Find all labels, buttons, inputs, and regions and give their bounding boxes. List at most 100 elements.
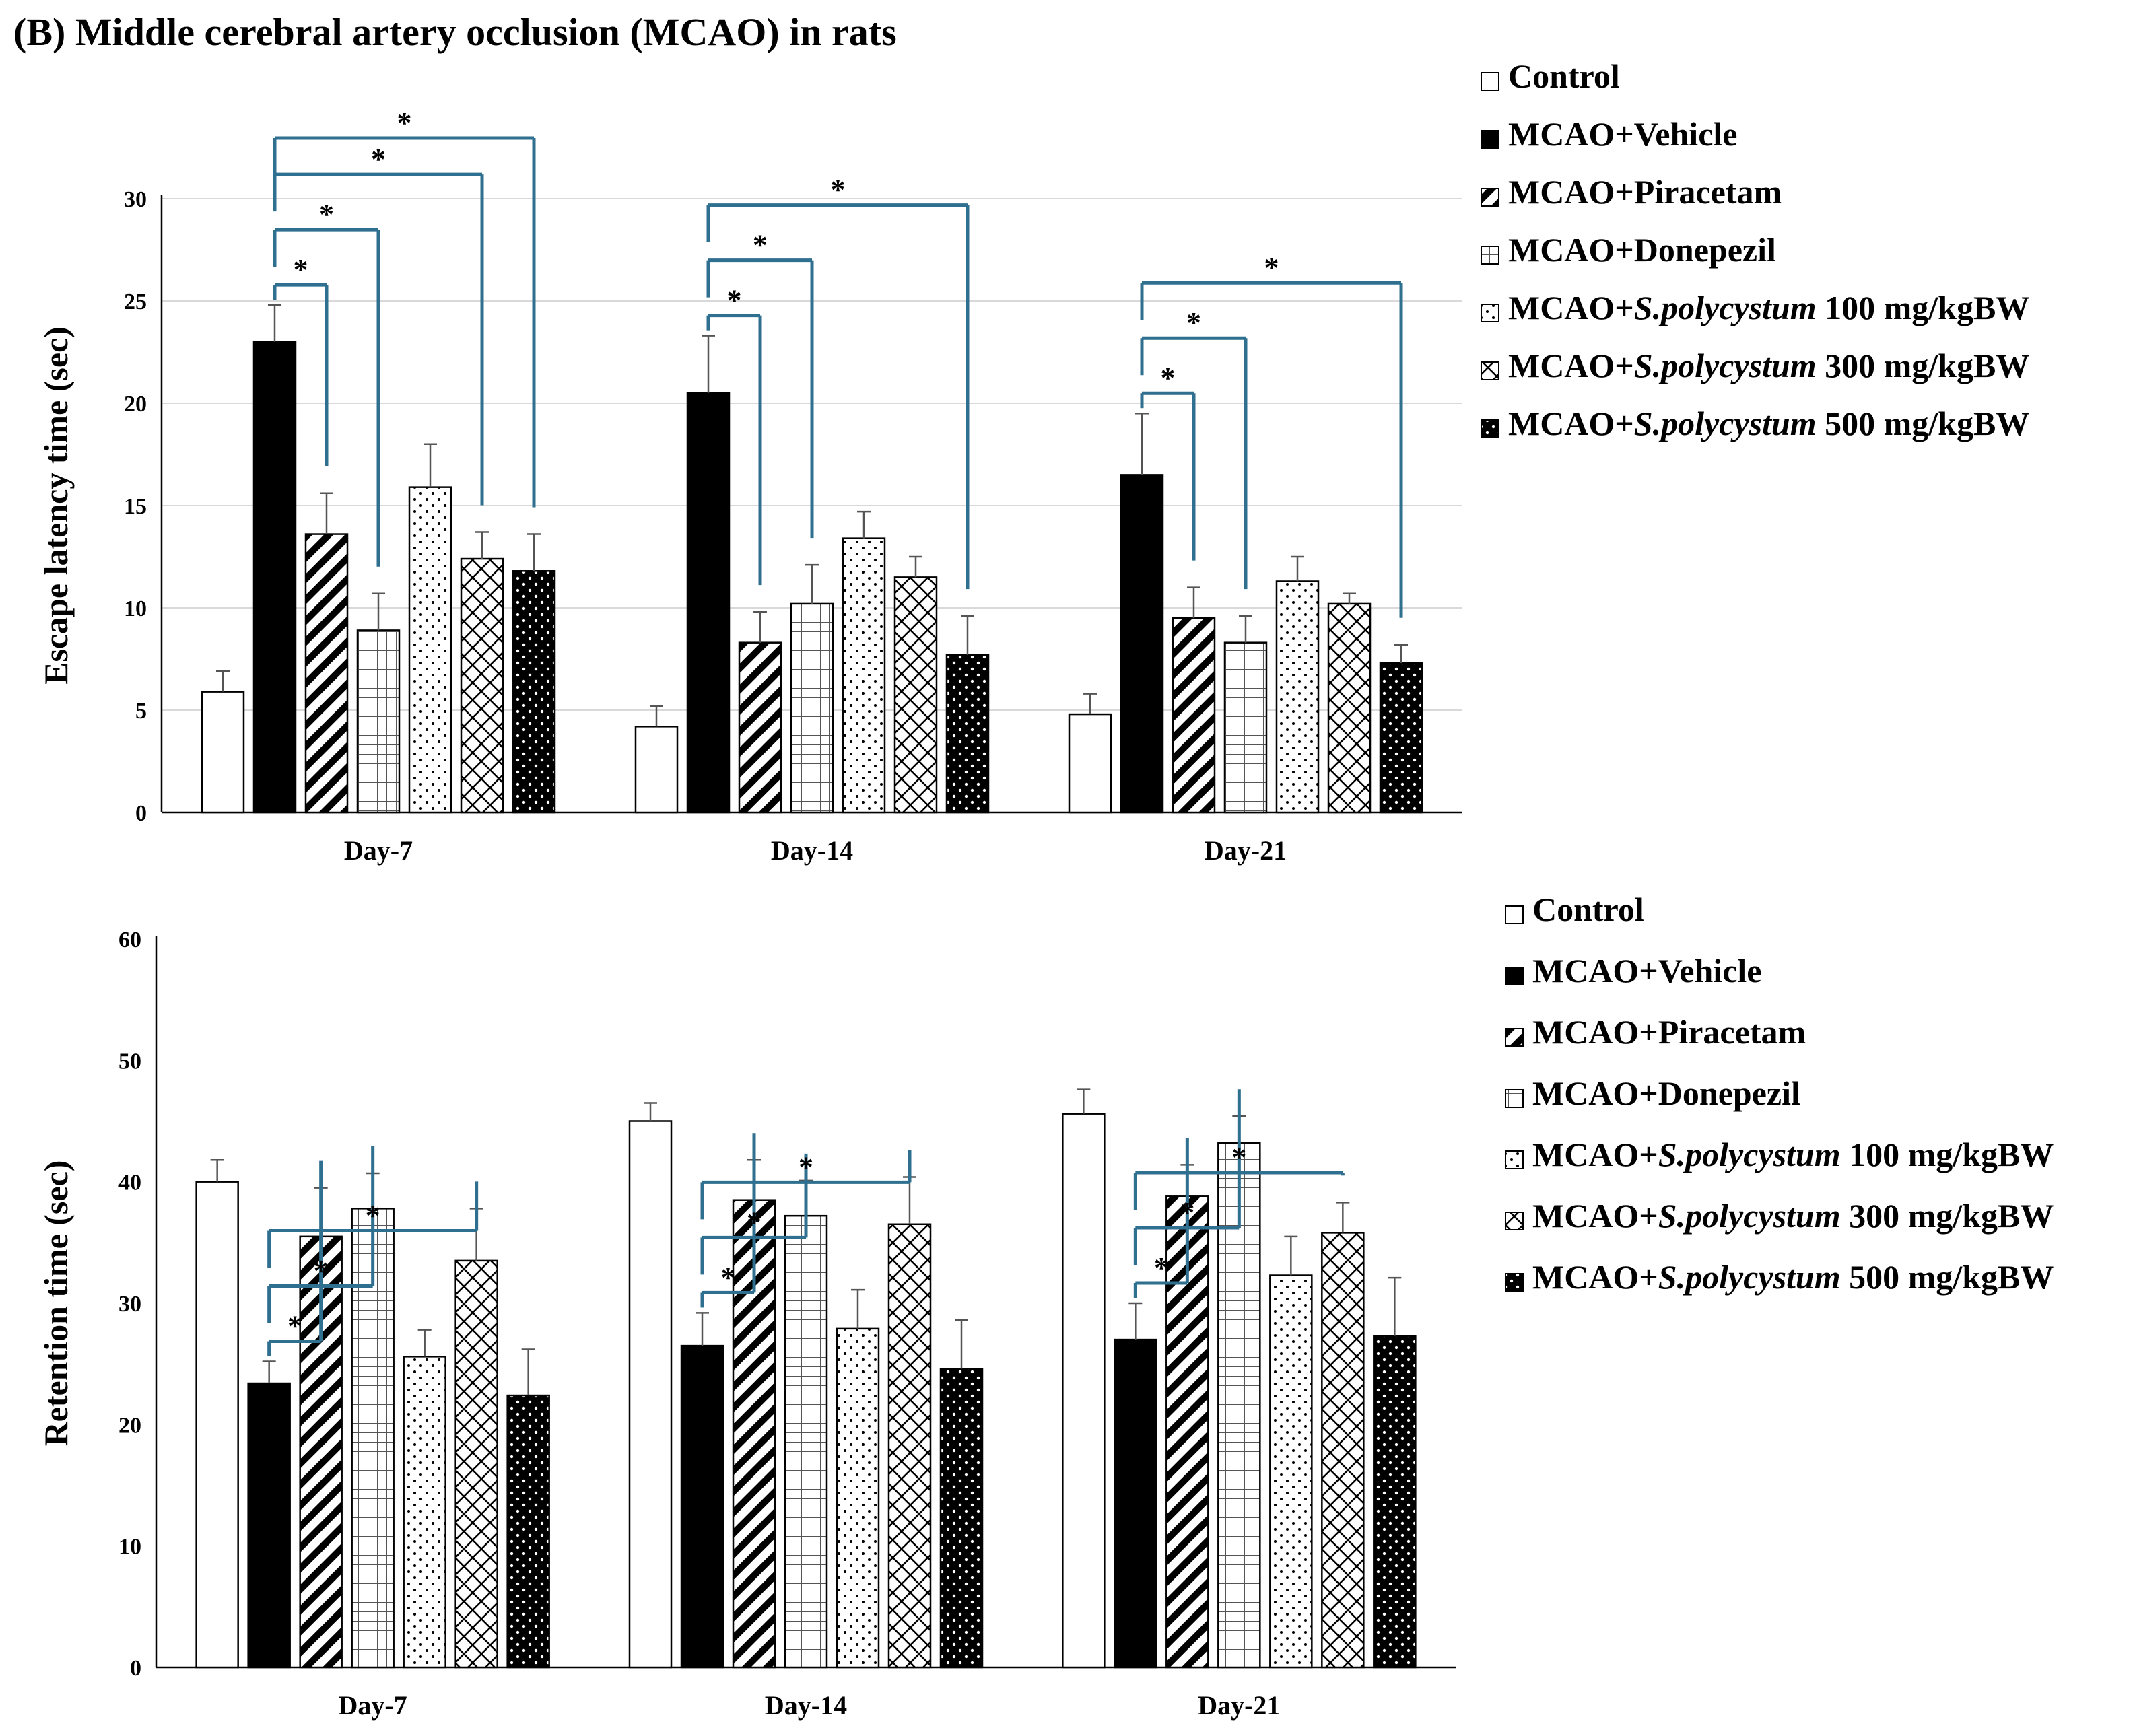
- legend-label-italic: S.polycystum: [1634, 405, 1817, 442]
- legend-label: MCAO+Vehicle: [1532, 952, 1761, 989]
- legend-swatch: [1481, 72, 1499, 91]
- bar: [247, 1382, 291, 1669]
- legend-swatch: [1505, 1028, 1524, 1047]
- bar: [634, 726, 679, 814]
- y-tick-label: 50: [118, 1049, 141, 1074]
- bar: [1275, 580, 1320, 814]
- bar: [252, 341, 297, 814]
- legend-item: MCAO+S.polycystum 500 mg/kgBW: [1481, 405, 2029, 442]
- legend-label-prefix: MCAO+: [1508, 289, 1634, 326]
- y-tick-label: 30: [124, 187, 147, 212]
- significance-star: *: [397, 106, 412, 139]
- bar: [506, 1394, 550, 1669]
- legend-label-prefix: MCAO+: [1508, 347, 1634, 384]
- bar: [454, 1259, 498, 1669]
- bar: [1327, 602, 1372, 814]
- y-tick-label: 20: [124, 392, 147, 417]
- significance-star: *: [319, 198, 334, 231]
- y-tick-label: 25: [124, 289, 147, 314]
- legend-item: MCAO+Piracetam: [1505, 1013, 1806, 1051]
- legend-label: MCAO+Donepezil: [1508, 231, 1776, 269]
- bar: [784, 1214, 828, 1669]
- bar: [512, 570, 556, 814]
- y-tick-label: 20: [118, 1413, 141, 1438]
- y-tick-label: 30: [118, 1292, 141, 1317]
- legend-label: MCAO+S.polycystum 500 mg/kgBW: [1532, 1258, 2054, 1296]
- y-tick-label: 5: [135, 699, 147, 724]
- legend-label: Control: [1508, 57, 1620, 95]
- legend-label-prefix: MCAO+Piracetam: [1532, 1013, 1806, 1051]
- legend-label-prefix: MCAO+Vehicle: [1508, 115, 1737, 153]
- legend-swatch: [1505, 1089, 1524, 1108]
- bar: [628, 1120, 673, 1669]
- significance-star: *: [371, 143, 386, 176]
- legend-label-italic: S.polycystum: [1634, 289, 1817, 326]
- legend-label: MCAO+S.polycystum 100 mg/kgBW: [1532, 1136, 2054, 1173]
- legend-label-prefix: MCAO+Donepezil: [1532, 1074, 1800, 1112]
- bar: [1321, 1232, 1365, 1669]
- legend-label: MCAO+S.polycystum 100 mg/kgBW: [1508, 289, 2029, 326]
- legend-label-prefix: MCAO+Vehicle: [1532, 952, 1761, 989]
- significance-star: *: [727, 284, 742, 317]
- bar: [1373, 1335, 1417, 1669]
- bar: [195, 1181, 239, 1669]
- bar: [403, 1356, 446, 1669]
- significance-star: *: [753, 229, 768, 262]
- bar: [1379, 662, 1423, 814]
- legend-item: MCAO+Donepezil: [1481, 231, 1776, 269]
- legend-item: MCAO+S.polycystum 300 mg/kgBW: [1481, 347, 2029, 384]
- legend-label-italic: S.polycystum: [1658, 1136, 1841, 1173]
- bar: [790, 602, 834, 814]
- bar: [893, 576, 938, 814]
- bar: [1114, 1338, 1157, 1669]
- significance-star: *: [1186, 306, 1201, 339]
- legend-item: MCAO+S.polycystum 100 mg/kgBW: [1505, 1136, 2054, 1173]
- significance-star: *: [1180, 1196, 1194, 1229]
- bar: [939, 1368, 984, 1669]
- legend-item: Control: [1481, 57, 1620, 95]
- legend-swatch: [1481, 419, 1499, 438]
- significance-star: *: [831, 174, 846, 207]
- legend-swatch: [1481, 304, 1499, 322]
- significance-star: *: [721, 1261, 736, 1294]
- y-tick-label: 0: [135, 801, 147, 826]
- legend-label-prefix: MCAO+: [1532, 1136, 1658, 1173]
- x-category-label: Day-7: [339, 1690, 407, 1721]
- legend-label-suffix: 500 mg/kgBW: [1817, 405, 2030, 442]
- legend-label-italic: S.polycystum: [1658, 1197, 1841, 1235]
- y-tick-label: 0: [130, 1656, 141, 1681]
- y-tick-label: 10: [118, 1535, 141, 1560]
- legend-label-suffix: 100 mg/kgBW: [1841, 1136, 2054, 1173]
- bar: [304, 533, 349, 814]
- bar: [460, 557, 504, 814]
- y-axis-label: Escape latency time (sec): [37, 326, 75, 685]
- legend-item: MCAO+S.polycystum 500 mg/kgBW: [1505, 1258, 2054, 1296]
- legend-swatch: [1505, 905, 1524, 924]
- legend-item: MCAO+Piracetam: [1481, 173, 1782, 211]
- significance-star: *: [294, 253, 308, 286]
- significance-star: *: [1161, 361, 1176, 394]
- legend-label-prefix: MCAO+: [1508, 405, 1634, 442]
- x-category-label: Day-7: [344, 835, 413, 866]
- significance-star: *: [799, 1150, 813, 1183]
- bar: [1223, 641, 1268, 814]
- bar: [738, 641, 782, 814]
- legend-label-italic: S.polycystum: [1634, 347, 1817, 384]
- legend-label: MCAO+Piracetam: [1532, 1013, 1806, 1051]
- bar: [1068, 713, 1112, 814]
- legend-label: MCAO+S.polycystum 300 mg/kgBW: [1532, 1197, 2054, 1235]
- bar: [356, 629, 401, 814]
- significance-star: *: [747, 1206, 761, 1239]
- legend-label-prefix: MCAO+Piracetam: [1508, 173, 1782, 211]
- legend-label-prefix: MCAO+: [1532, 1197, 1658, 1235]
- bar: [1217, 1142, 1261, 1669]
- bar: [1120, 474, 1164, 814]
- significance-star: *: [1154, 1251, 1169, 1284]
- bar: [680, 1344, 724, 1669]
- legend-item: MCAO+Donepezil: [1505, 1074, 1800, 1112]
- significance-star: *: [366, 1200, 380, 1232]
- chart-2: 0 10 20 30 40 50 60 Retention time (sec) Day-7 Da…: [37, 891, 2054, 1721]
- legend-label-suffix: 500 mg/kgBW: [1841, 1258, 2054, 1296]
- legend-label: MCAO+S.polycystum 500 mg/kgBW: [1508, 405, 2029, 442]
- bar: [686, 392, 731, 814]
